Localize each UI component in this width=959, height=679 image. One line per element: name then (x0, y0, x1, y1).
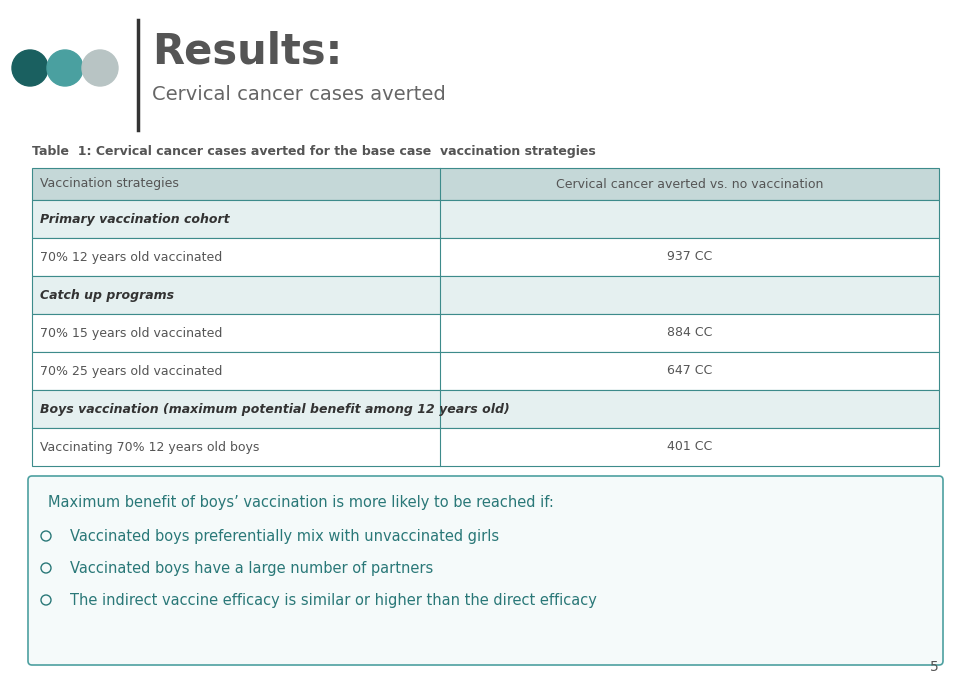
Text: 647 CC: 647 CC (667, 365, 713, 378)
Bar (32, 200, 939, 238)
Bar (32, 428, 939, 466)
Text: 884 CC: 884 CC (667, 327, 713, 340)
Text: Maximum benefit of boys’ vaccination is more likely to be reached if:: Maximum benefit of boys’ vaccination is … (48, 494, 554, 509)
Text: Vaccinated boys have a large number of partners: Vaccinated boys have a large number of p… (70, 560, 433, 576)
Bar (32, 168, 939, 200)
Text: Catch up programs: Catch up programs (40, 289, 175, 301)
Bar (32, 352, 939, 390)
Text: 70% 15 years old vaccinated: 70% 15 years old vaccinated (40, 327, 222, 340)
Bar (32, 314, 939, 352)
Bar (32, 238, 939, 276)
Text: The indirect vaccine efficacy is similar or higher than the direct efficacy: The indirect vaccine efficacy is similar… (70, 593, 596, 608)
Text: 70% 25 years old vaccinated: 70% 25 years old vaccinated (40, 365, 222, 378)
Circle shape (12, 50, 48, 86)
Bar (32, 390, 939, 428)
Text: 5: 5 (930, 660, 939, 674)
Text: 70% 12 years old vaccinated: 70% 12 years old vaccinated (40, 251, 222, 263)
Text: Boys vaccination (maximum potential benefit among 12 years old): Boys vaccination (maximum potential bene… (40, 403, 510, 416)
Text: 401 CC: 401 CC (667, 441, 713, 454)
Text: Table  1: Cervical cancer cases averted for the base case  vaccination strategie: Table 1: Cervical cancer cases averted f… (32, 145, 596, 158)
FancyBboxPatch shape (28, 476, 943, 665)
Text: Results:: Results: (152, 31, 342, 73)
Text: Primary vaccination cohort: Primary vaccination cohort (40, 213, 229, 225)
Text: 937 CC: 937 CC (667, 251, 713, 263)
Circle shape (82, 50, 118, 86)
Text: Cervical cancer averted vs. no vaccination: Cervical cancer averted vs. no vaccinati… (556, 177, 823, 191)
Text: Vaccinated boys preferentially mix with unvaccinated girls: Vaccinated boys preferentially mix with … (70, 528, 499, 543)
Bar (32, 276, 939, 314)
Text: Cervical cancer cases averted: Cervical cancer cases averted (152, 86, 446, 105)
Circle shape (47, 50, 83, 86)
Text: Vaccinating 70% 12 years old boys: Vaccinating 70% 12 years old boys (40, 441, 259, 454)
Text: Vaccination strategies: Vaccination strategies (40, 177, 179, 191)
